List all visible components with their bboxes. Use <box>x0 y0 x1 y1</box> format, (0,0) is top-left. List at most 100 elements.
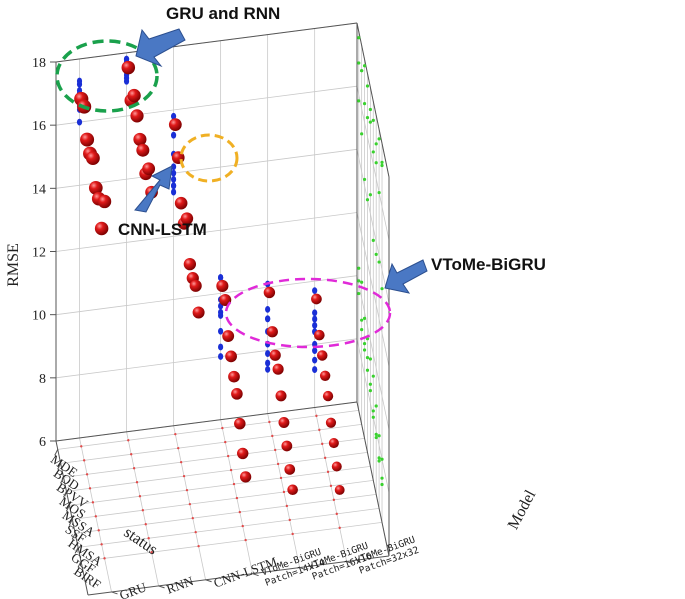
floor-gridline <box>126 431 159 586</box>
x-tick-mark <box>57 463 62 470</box>
rmse-point <box>314 329 325 341</box>
rmse-point <box>287 484 298 496</box>
floor-grid-dot <box>91 501 95 504</box>
cnn-lstm-arrow <box>134 165 173 213</box>
rmse-point <box>228 370 240 383</box>
model-tick-mark <box>299 567 306 571</box>
rmse-point <box>331 461 342 472</box>
back-projection-dot <box>368 107 372 112</box>
model-tick-mark <box>158 585 165 589</box>
left-projection-marker <box>170 169 177 177</box>
rmse-point <box>281 440 293 452</box>
floor-grid-dot <box>174 432 177 436</box>
model-tick-mark <box>346 561 353 564</box>
model-tick-label: RNN <box>164 573 195 597</box>
rmse-point <box>275 390 287 402</box>
floor-grid-dot <box>177 446 180 450</box>
y-axis-line <box>87 555 390 596</box>
rmse-point <box>278 417 290 428</box>
x-tick-mark <box>60 477 65 484</box>
floor-grid-dot <box>326 470 330 474</box>
back-top-edge <box>356 22 390 178</box>
back-projection-dot <box>357 61 361 65</box>
z-tick-label: 12 <box>32 246 46 261</box>
back-projection-dot <box>380 476 384 480</box>
x-tick-label: BIRF <box>71 563 103 592</box>
floor-grid-dot <box>88 487 92 490</box>
rmse-point <box>80 132 95 147</box>
floor-gridline <box>314 407 348 562</box>
back-wall-gridline <box>356 275 390 430</box>
floor-grid-dot <box>132 467 136 470</box>
floor-grid-dot <box>82 459 86 462</box>
left-wall-projection-markers <box>76 55 318 373</box>
back-projection-dot <box>365 368 370 372</box>
back-projection-dot <box>360 69 364 73</box>
axis-frame <box>55 22 390 596</box>
rmse-point <box>142 162 156 176</box>
floor-grid-dot <box>321 442 324 446</box>
rmse-point <box>136 143 150 157</box>
floor-grid-dot <box>94 515 98 518</box>
z-tick-label: 18 <box>32 56 46 71</box>
back-projection-dot <box>362 316 367 320</box>
floor-grid-dot <box>135 481 139 484</box>
back-projection-dot <box>374 404 378 408</box>
left-wall-gridline <box>55 212 358 252</box>
back-projection-dot <box>360 132 364 136</box>
floor-grid-dot <box>282 490 286 494</box>
left-projection-marker <box>265 359 271 367</box>
left-wall-gridline <box>55 85 358 126</box>
z-tick-label: 14 <box>32 182 46 197</box>
left-projection-marker <box>170 131 177 139</box>
left-projection-marker <box>218 274 224 281</box>
cnn-lstm-highlight-ellipse <box>179 133 239 183</box>
floor-gridline <box>80 522 383 562</box>
floor-grid-dot <box>97 529 100 532</box>
x-tick-mark <box>71 533 76 540</box>
callout-cnn-lstm: CNN-LSTM <box>118 220 207 239</box>
back-wall-projection-dots <box>357 36 384 487</box>
back-projection-dot <box>360 318 364 322</box>
back-projection-dot <box>374 161 378 165</box>
rmse-point <box>88 181 103 195</box>
floor-grid-dot <box>235 496 239 500</box>
model-tick-mark <box>252 573 259 577</box>
x-tick-mark <box>68 519 73 526</box>
rmse-point <box>85 151 100 165</box>
left-projection-marker <box>170 163 177 171</box>
rmse-point <box>325 417 337 428</box>
floor-gridline <box>63 438 365 478</box>
back-projection-dot <box>380 163 384 168</box>
left-projection-marker <box>76 118 83 126</box>
floor-gridline <box>75 494 377 534</box>
rmse-point <box>319 370 331 381</box>
back-projection-dot <box>380 160 384 164</box>
floor-grid-dot <box>191 516 194 520</box>
floor-gridline <box>267 413 301 568</box>
back-projection-dot <box>374 142 378 146</box>
rmse-point <box>231 388 243 400</box>
back-wall-gridline <box>356 149 390 304</box>
back-projection-dot <box>357 291 361 296</box>
back-projection-dot <box>371 150 375 154</box>
callout-vtome-bigru: VToMe-BiGRU <box>431 255 546 274</box>
rmse-point <box>284 464 296 475</box>
back-projection-dot <box>374 252 378 256</box>
left-projection-marker <box>265 365 271 373</box>
z-tick-label: 6 <box>39 435 46 450</box>
back-projection-dot <box>368 193 372 197</box>
vtome-bigru-arrow <box>384 259 428 294</box>
model-tick-label: GRU <box>117 579 148 599</box>
back-projection-dot <box>360 328 364 332</box>
floor-grid-dot <box>276 462 280 466</box>
back-projection-dot <box>377 459 381 463</box>
left-projection-marker <box>170 112 177 120</box>
back-projection-dot <box>357 279 361 283</box>
floor-grid-dot <box>335 512 338 516</box>
left-projection-marker <box>218 327 224 335</box>
back-projection-dot <box>371 415 375 419</box>
x-tick-mark <box>77 561 82 568</box>
back-projection-dot <box>362 348 367 352</box>
